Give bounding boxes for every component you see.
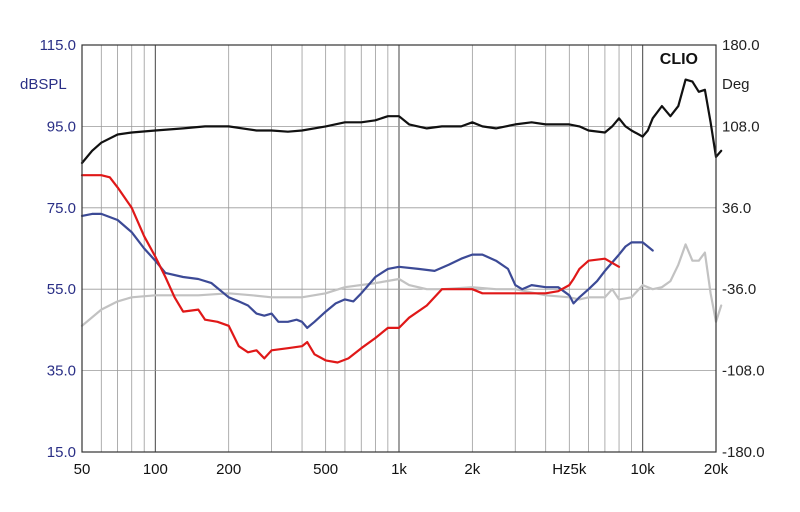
series-line [80,212,654,329]
y-left-tick-label: 115.0 [40,37,76,54]
x-tick-label: 500 [313,461,338,478]
y-left-tick-label: 35.0 [47,363,76,380]
x-tick-label: Hz5k [552,461,587,478]
x-tick-label: 20k [704,461,729,478]
y-right-tick-label: -36.0 [722,281,756,298]
y-right-tick-label: 36.0 [722,200,751,217]
x-tick-label: 10k [631,461,656,478]
y-left-tick-label: 75.0 [47,200,76,217]
x-tick-label: 100 [143,461,168,478]
y-right-tick-label: -108.0 [722,363,765,380]
y-left-tick-label: 55.0 [47,281,76,298]
series-line [80,78,723,165]
x-tick-label: 2k [464,461,480,478]
y-left-tick-label: 15.0 [47,444,76,461]
grid-lines [82,45,716,452]
x-tick-label: 200 [216,461,241,478]
y-axis-left-label: dBSPL [20,76,67,93]
y-right-tick-label: -180.0 [722,444,765,461]
series-layer [80,78,723,364]
y-right-tick-label: 180.0 [722,37,760,54]
brand-label: CLIO [660,51,698,68]
series-line [80,174,621,364]
y-axis-right-label: Deg [722,76,750,93]
x-tick-label: 1k [391,461,407,478]
y-left-tick-label: 95.0 [47,118,76,135]
x-tick-label: 50 [74,461,91,478]
plot-frame [81,44,717,453]
axis-labels: 15.0 35.0 55.0 75.0 95.0 115.0 -180.0 -108.0 -36… [40,37,765,478]
y-right-tick-label: 108.0 [722,118,760,135]
